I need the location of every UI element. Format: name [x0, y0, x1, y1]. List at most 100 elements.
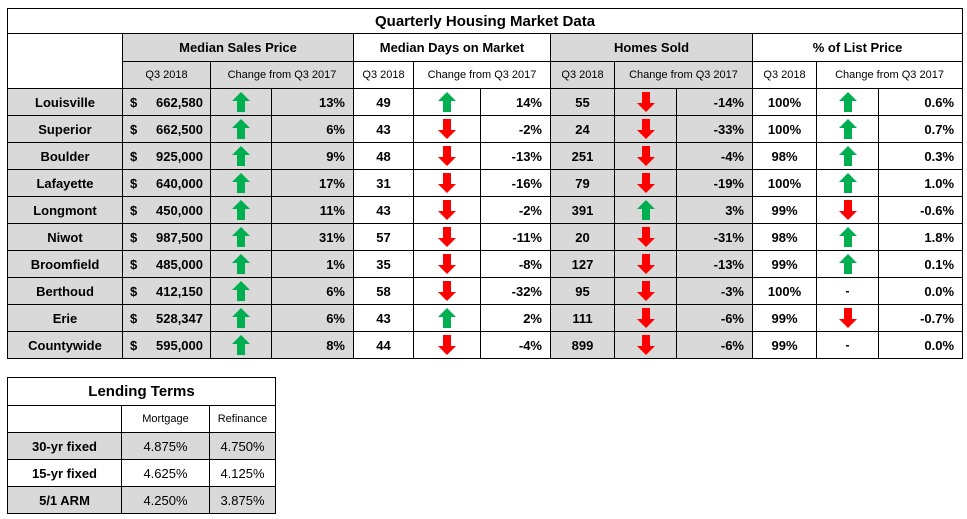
currency-symbol: $ — [130, 256, 138, 272]
city-name: Longmont — [7, 196, 123, 224]
dom-trend-cell — [413, 250, 481, 278]
up-arrow-icon — [415, 307, 480, 329]
city-name: Broomfield — [7, 250, 123, 278]
sold-change-value: 3% — [676, 196, 753, 224]
down-arrow-icon — [818, 307, 878, 329]
up-arrow-icon — [818, 226, 878, 248]
subheader-q3-2018: Q3 2018 — [353, 61, 414, 89]
subheader-q3-2018: Q3 2018 — [122, 61, 211, 89]
sold-trend-cell — [614, 304, 677, 332]
list-price-pct-value: 99% — [752, 304, 817, 332]
median-price-value: 987,500 — [156, 229, 203, 245]
homes-sold-value: 79 — [550, 169, 615, 197]
down-arrow-icon — [415, 118, 480, 140]
table-row: Berthoud $412,150 6% 58 -32% 95 -3% 100% -0.0% — [7, 277, 964, 305]
refinance-rate: 4.750% — [208, 432, 277, 460]
up-arrow-icon — [212, 199, 271, 221]
city-name: Louisville — [7, 88, 123, 116]
list-change-value: 0.0% — [877, 331, 964, 359]
price-change-value: 13% — [271, 88, 354, 116]
median-price-cell: $528,347 — [122, 304, 211, 332]
sold-trend-cell — [614, 331, 677, 359]
dom-change-value: -32% — [480, 277, 551, 305]
price-trend-cell — [210, 331, 272, 359]
median-price-value: 528,347 — [156, 310, 203, 326]
down-arrow-icon — [415, 145, 480, 167]
sold-change-value: -13% — [676, 250, 753, 278]
sold-change-value: -31% — [676, 223, 753, 251]
dom-change-value: -2% — [480, 196, 551, 224]
dom-trend-cell — [413, 196, 481, 224]
price-change-value: 17% — [271, 169, 354, 197]
list-price-pct-value: 100% — [752, 169, 817, 197]
down-arrow-icon — [415, 226, 480, 248]
up-arrow-icon — [212, 280, 271, 302]
dom-change-value: -11% — [480, 223, 551, 251]
days-on-market-value: 31 — [353, 169, 414, 197]
dom-trend-cell — [413, 142, 481, 170]
days-on-market-value: 48 — [353, 142, 414, 170]
group-homes-sold: Homes Sold — [550, 33, 753, 62]
sold-change-value: -3% — [676, 277, 753, 305]
dom-change-value: -8% — [480, 250, 551, 278]
days-on-market-value: 57 — [353, 223, 414, 251]
list-trend-cell — [816, 223, 879, 251]
subheader-q3-2018: Q3 2018 — [752, 61, 817, 89]
price-change-value: 6% — [271, 277, 354, 305]
price-trend-cell — [210, 88, 272, 116]
up-arrow-icon — [616, 199, 676, 221]
up-arrow-icon — [212, 145, 271, 167]
city-name: Countywide — [7, 331, 123, 359]
dom-change-value: -2% — [480, 115, 551, 143]
lending-header-mortgage: Mortgage — [121, 405, 210, 433]
sold-change-value: -33% — [676, 115, 753, 143]
homes-sold-value: 95 — [550, 277, 615, 305]
lending-row: 15-yr fixed 4.625% 4.125% — [7, 459, 277, 487]
days-on-market-value: 43 — [353, 304, 414, 332]
price-change-value: 31% — [271, 223, 354, 251]
median-price-cell: $640,000 — [122, 169, 211, 197]
dom-trend-cell — [413, 169, 481, 197]
median-price-value: 640,000 — [156, 175, 203, 191]
no-change-indicator: - — [845, 284, 850, 298]
dom-change-value: 2% — [480, 304, 551, 332]
dom-trend-cell — [413, 115, 481, 143]
up-arrow-icon — [415, 91, 480, 113]
list-price-pct-value: 99% — [752, 331, 817, 359]
lending-title: Lending Terms — [6, 377, 277, 406]
down-arrow-icon — [616, 145, 676, 167]
homes-sold-value: 899 — [550, 331, 615, 359]
list-change-value: 0.0% — [877, 277, 964, 305]
city-name: Lafayette — [7, 169, 123, 197]
days-on-market-value: 44 — [353, 331, 414, 359]
sold-trend-cell — [614, 250, 677, 278]
price-trend-cell — [210, 115, 272, 143]
subheader-change: Change from Q3 2017 — [413, 61, 551, 89]
subheader-change: Change from Q3 2017 — [815, 61, 964, 89]
days-on-market-value: 43 — [353, 115, 414, 143]
homes-sold-value: 24 — [550, 115, 615, 143]
list-trend-cell: - — [816, 277, 879, 305]
list-trend-cell — [816, 169, 879, 197]
currency-symbol: $ — [130, 337, 138, 353]
city-name: Niwot — [7, 223, 123, 251]
table-row: Longmont $450,000 11% 43 -2% 391 3% 99% -0.6% — [7, 196, 964, 224]
city-name: Boulder — [7, 142, 123, 170]
lending-terms-table: Lending Terms Mortgage Refinance 30-yr f… — [6, 377, 277, 514]
currency-symbol: $ — [130, 148, 138, 164]
table-row: Superior $662,500 6% 43 -2% 24 -33% 100% 0.7% — [7, 115, 964, 143]
list-trend-cell — [816, 88, 879, 116]
up-arrow-icon — [818, 118, 878, 140]
dom-change-value: -16% — [480, 169, 551, 197]
mortgage-rate: 4.875% — [121, 432, 210, 460]
median-price-value: 412,150 — [156, 283, 203, 299]
up-arrow-icon — [212, 118, 271, 140]
up-arrow-icon — [212, 172, 271, 194]
up-arrow-icon — [212, 253, 271, 275]
currency-symbol: $ — [130, 175, 138, 191]
price-change-value: 6% — [271, 304, 354, 332]
list-trend-cell — [816, 250, 879, 278]
list-change-value: 0.7% — [877, 115, 964, 143]
list-trend-cell — [816, 196, 879, 224]
down-arrow-icon — [616, 253, 676, 275]
